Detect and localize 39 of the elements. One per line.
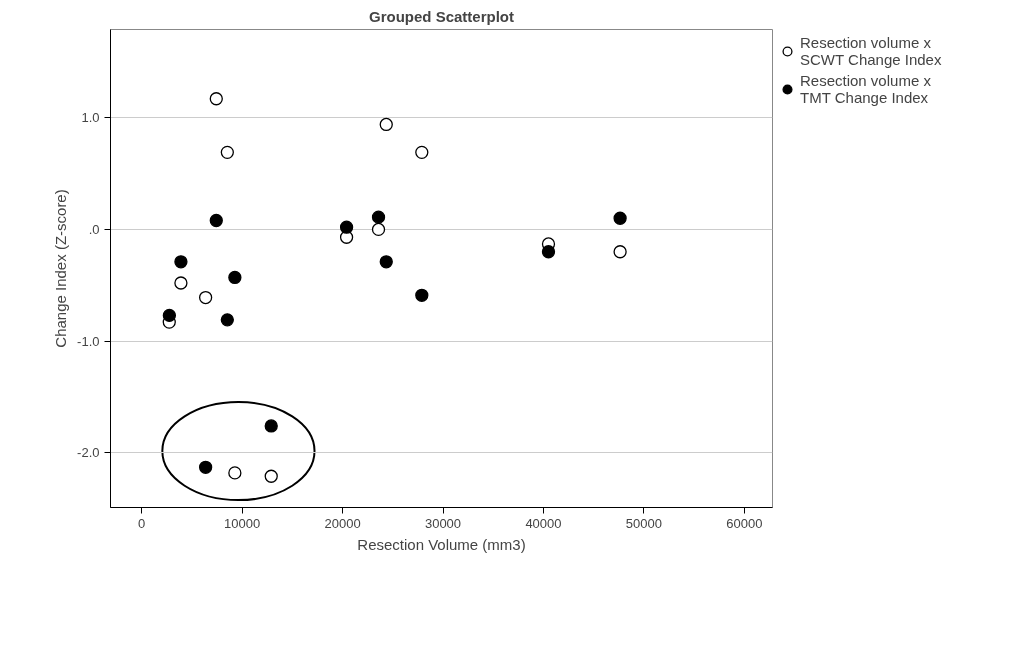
x-tick-label: 20000 — [324, 515, 361, 531]
point — [209, 92, 223, 106]
point — [379, 117, 393, 132]
point — [415, 145, 429, 159]
x-tick-label: 40000 — [525, 515, 562, 531]
point — [198, 290, 213, 305]
point — [162, 308, 177, 323]
point — [209, 213, 223, 228]
legend-label: Resection volume x SCWT Change Index — [800, 33, 942, 69]
x-tick-label: 0 — [138, 515, 146, 531]
point — [541, 245, 556, 259]
y-tick-label: -1.0 — [77, 333, 100, 349]
point — [174, 276, 188, 290]
point — [220, 313, 234, 327]
point — [415, 288, 429, 302]
point — [339, 220, 354, 234]
point — [371, 222, 386, 237]
y-axis-title: Change Index (Z-score) — [52, 189, 70, 348]
x-tick-label: 50000 — [625, 515, 662, 531]
x-axis-title: Resection Volume (mm3) — [357, 535, 526, 553]
x-tick-label: 10000 — [224, 515, 261, 531]
point — [264, 469, 278, 483]
point — [371, 210, 386, 224]
chart-title: Grouped Scatterplot — [368, 7, 515, 25]
point — [379, 255, 393, 269]
point — [613, 211, 627, 225]
legend-label: Resection volume x TMT Change Index — [800, 71, 931, 107]
x-tick-label: 60000 — [726, 515, 763, 531]
point — [228, 466, 242, 480]
point — [198, 460, 213, 474]
point — [264, 419, 278, 433]
point — [228, 270, 242, 285]
y-tick-label: -2.0 — [77, 445, 100, 461]
point — [613, 245, 627, 259]
y-tick-label: 1.0 — [81, 110, 100, 126]
point — [174, 255, 188, 269]
point — [220, 145, 234, 159]
y-tick-label: .0 — [88, 221, 100, 237]
x-tick-label: 30000 — [424, 515, 462, 531]
